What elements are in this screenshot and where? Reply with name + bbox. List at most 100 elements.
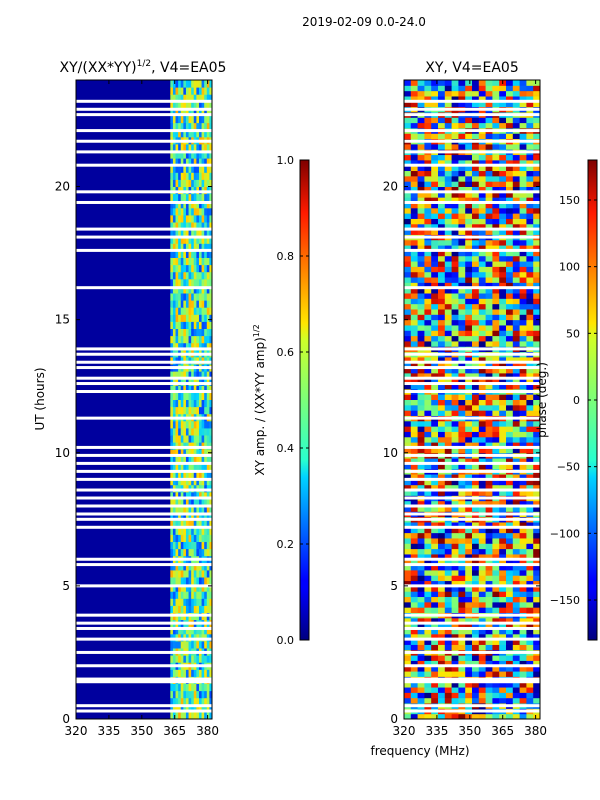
amplitude-cell bbox=[206, 435, 210, 443]
phase-cell bbox=[485, 197, 493, 203]
phase-cell bbox=[512, 665, 521, 672]
phase-cell bbox=[417, 330, 425, 337]
phase-cell bbox=[451, 282, 459, 289]
phase-cell bbox=[492, 218, 500, 225]
amplitude-cell bbox=[170, 584, 174, 592]
amplitude-cell bbox=[185, 257, 190, 266]
amplitude-cell bbox=[198, 491, 203, 500]
amplitude-cell bbox=[183, 605, 187, 613]
phase-cell bbox=[519, 420, 527, 427]
amplitude-cell bbox=[175, 143, 179, 152]
phase-cell bbox=[526, 639, 534, 645]
phase-cell bbox=[417, 596, 425, 603]
phase-cell bbox=[410, 644, 419, 651]
phase-cell bbox=[410, 383, 419, 390]
amplitude-cell bbox=[172, 477, 177, 486]
phase-cell bbox=[404, 308, 412, 315]
phase-cell bbox=[465, 665, 473, 672]
amplitude-cell bbox=[193, 214, 197, 223]
phase-cell bbox=[424, 266, 432, 273]
phase-cell bbox=[410, 143, 419, 150]
phase-cell bbox=[404, 191, 412, 198]
amplitude-gap bbox=[76, 366, 212, 370]
phase-cell bbox=[451, 165, 459, 172]
phase-cell bbox=[506, 197, 514, 203]
phase-cell bbox=[519, 394, 527, 400]
amplitude-cell bbox=[204, 477, 208, 486]
phase-cell bbox=[506, 340, 514, 347]
phase-cell bbox=[472, 175, 480, 182]
phase-cell bbox=[417, 564, 425, 571]
amplitude-cell bbox=[196, 94, 200, 102]
phase-cell bbox=[444, 665, 453, 672]
phase-cell bbox=[458, 356, 466, 363]
phase-cell bbox=[410, 697, 419, 704]
phase-cell bbox=[438, 484, 446, 491]
phase-cell bbox=[499, 197, 507, 203]
panel-amplitude-title: XY/(XX*YY)1/2, V4=EA05 bbox=[60, 59, 227, 76]
amplitude-cell bbox=[209, 300, 213, 308]
phase-cell bbox=[458, 250, 466, 257]
phase-cell bbox=[438, 543, 446, 550]
amplitude-cell bbox=[204, 548, 208, 557]
amplitude-cell bbox=[193, 207, 197, 216]
amplitude-cell bbox=[170, 307, 174, 315]
amplitude-cell bbox=[183, 697, 187, 706]
phase-gap bbox=[404, 680, 540, 684]
phase-cell bbox=[533, 458, 541, 464]
phase-cell bbox=[444, 553, 453, 560]
amplitude-cell bbox=[188, 193, 192, 202]
phase-cell bbox=[417, 681, 425, 688]
phase-cell bbox=[417, 250, 425, 257]
amplitude-cell bbox=[183, 463, 187, 471]
amplitude-cell bbox=[170, 591, 174, 599]
amplitude-cell bbox=[170, 711, 174, 720]
phase-cell bbox=[526, 687, 534, 693]
amplitude-cell bbox=[172, 569, 177, 578]
phase-cell bbox=[472, 553, 480, 560]
phase-cell bbox=[451, 154, 459, 161]
amplitude-cell bbox=[209, 371, 213, 379]
amplitude-cell bbox=[175, 87, 179, 95]
amplitude-cell bbox=[206, 307, 210, 315]
colorbar-phase-tick-label: 150 bbox=[559, 194, 580, 207]
phase-cell bbox=[424, 671, 432, 677]
phase-gap bbox=[404, 200, 540, 204]
phase-cell bbox=[472, 80, 480, 86]
phase-cell bbox=[492, 564, 500, 571]
phase-gap bbox=[404, 376, 540, 380]
phase-cell bbox=[506, 404, 514, 411]
phase-cell bbox=[506, 692, 514, 699]
phase-cell bbox=[533, 639, 541, 645]
phase-cell bbox=[458, 175, 466, 182]
phase-cell bbox=[492, 383, 500, 390]
phase-cell bbox=[519, 229, 527, 235]
amplitude-cell bbox=[188, 584, 192, 592]
phase-cell bbox=[472, 479, 480, 486]
amplitude-cell bbox=[206, 463, 210, 471]
phase-cell bbox=[526, 298, 534, 305]
phase-cell bbox=[410, 261, 419, 267]
amplitude-cell bbox=[191, 655, 195, 663]
phase-cell bbox=[431, 644, 439, 651]
amplitude-cell bbox=[193, 626, 197, 635]
phase-cell bbox=[438, 500, 446, 507]
amplitude-cell bbox=[183, 562, 187, 571]
amplitude-cell bbox=[204, 520, 208, 528]
amplitude-cell bbox=[206, 200, 210, 209]
phase-cell bbox=[526, 463, 534, 470]
amplitude-cell bbox=[178, 392, 182, 400]
phase-cell bbox=[438, 245, 446, 251]
phase-cell bbox=[499, 394, 507, 400]
phase-cell bbox=[410, 165, 419, 172]
phase-cell bbox=[485, 324, 493, 331]
phase-cell bbox=[458, 159, 466, 166]
phase-cell bbox=[485, 154, 493, 161]
phase-cell bbox=[506, 394, 514, 400]
phase-cell bbox=[410, 633, 419, 640]
amplitude-gap bbox=[76, 445, 212, 449]
amplitude-cell bbox=[185, 690, 190, 699]
amplitude-cell bbox=[188, 420, 192, 429]
phase-cell bbox=[417, 117, 425, 124]
